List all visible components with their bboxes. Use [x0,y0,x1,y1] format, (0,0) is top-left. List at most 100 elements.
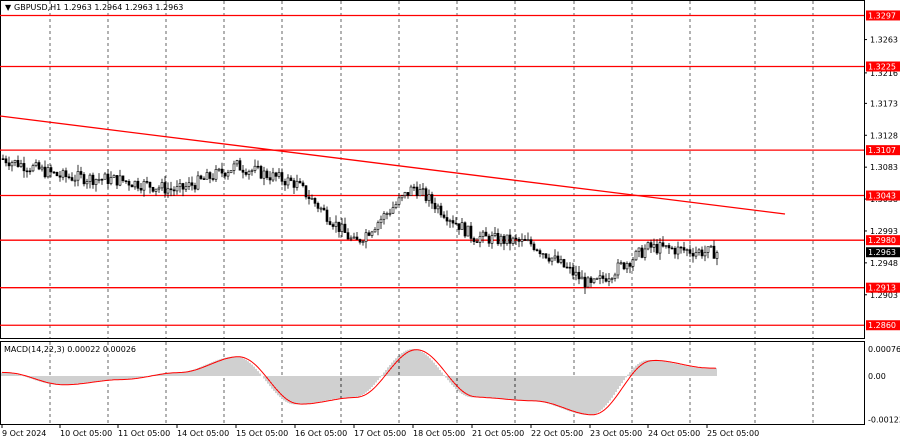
candle-body [667,245,671,249]
candle-body [76,171,80,181]
candle-body [412,186,416,189]
candle-body [1,158,5,160]
candle-body [616,262,620,276]
time-tick-label: 11 Oct 05:00 [118,429,170,438]
candle-body [529,239,533,245]
candle-body [193,185,197,190]
candle-body [100,178,104,181]
candle-body [427,194,431,201]
candle-body [511,237,515,244]
macd-axis: 0.00076 0.00 -0.00123 [868,345,900,425]
price-tick-label: 1.2993 [870,227,898,236]
candle-body [712,245,716,259]
candle-body [328,221,332,225]
candle-body [469,225,473,239]
candle-body [397,197,401,205]
candle-body [520,239,524,242]
candle-body [673,248,677,255]
candle-body [418,189,422,197]
downtrend-line[interactable] [0,115,786,215]
candle-body [256,165,260,168]
candle-body [634,250,638,261]
candle-body [679,246,683,249]
candle-body [31,165,35,172]
candle-body [415,186,419,197]
candle-body [229,170,233,174]
candle-body [331,224,335,227]
candle-body [358,239,362,243]
candle-body [241,169,245,173]
candle-body [7,162,11,167]
candle-body [688,249,692,254]
level-label: 1.2980 [868,236,896,245]
time-tick-label: 25 Oct 05:00 [707,429,759,438]
price-tick-label: 1.3083 [870,163,898,172]
candle-body [478,236,482,243]
level-label: 1.3107 [868,146,896,155]
candle-body [154,188,158,192]
candle-body [211,178,215,180]
candle-body [706,246,710,253]
candle-body [118,175,122,186]
current-price-tag: 1.2963 [866,247,900,258]
candle-body [685,249,689,251]
candle-body [508,234,512,244]
candle-body [484,231,488,237]
candle-body [34,162,38,166]
candle-body [352,236,356,239]
symbol-dropdown-icon[interactable]: ▼ [5,3,12,12]
candle-body [505,234,509,244]
candle-body [553,255,557,259]
candle-body [79,171,83,175]
candle-body [91,174,95,185]
candle-body [307,196,311,199]
candle-body [196,175,200,190]
candle-body [586,277,590,288]
level-label: 1.3297 [868,11,896,20]
price-tick-label: 1.2903 [870,291,898,300]
candle-body [37,162,41,170]
candle-body [493,233,497,236]
candle-body [109,177,113,184]
candle-body [103,173,107,180]
time-tick-label: 23 Oct 05:00 [590,429,642,438]
level-label: 1.3043 [868,192,896,201]
candle-body [244,172,248,175]
candle-body [187,182,191,187]
candle-body [157,187,161,190]
candle-body [376,222,380,230]
candle-body [85,181,89,185]
time-tick-label: 21 Oct 05:00 [472,429,524,438]
candle-body [49,167,53,173]
candle-body [424,188,428,201]
candle-body [82,174,86,185]
candle-body [517,238,521,242]
candle-body [385,213,389,215]
candle-body [259,166,263,179]
candle-body [649,242,653,248]
candle-body [268,177,272,181]
candle-body [535,249,539,251]
candle-body [547,257,551,262]
candle-body [163,182,167,194]
candle-body [274,172,278,177]
candle-body [130,184,134,188]
candle-body [166,188,170,194]
candle-body [28,170,32,173]
candle-body [52,171,56,174]
candle-body [4,158,8,164]
candle-body [715,252,719,259]
candle-body [286,177,290,186]
candle-body [562,259,566,268]
price-tick-label: 1.3128 [870,131,898,140]
candle-body [463,222,467,237]
candle-body [184,186,188,190]
candle-body [472,238,476,242]
candle-body [697,249,701,253]
candle-body [391,207,395,214]
candle-body [22,163,26,172]
candle-body [13,160,17,163]
candle-body [538,250,542,255]
candle-body [691,253,695,257]
